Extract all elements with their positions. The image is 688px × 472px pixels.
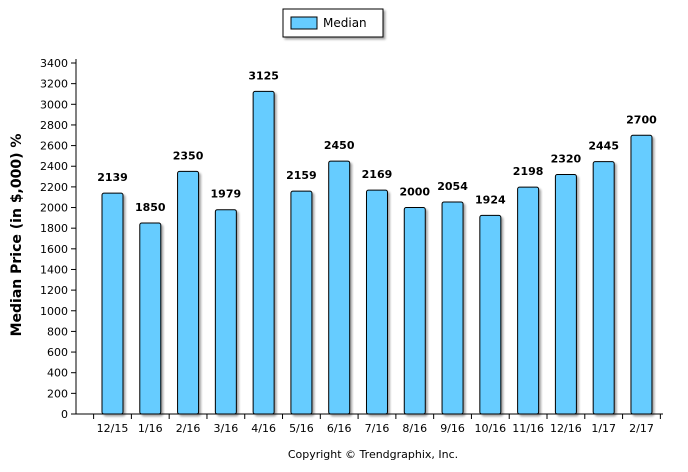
bar-3/16: [214, 209, 237, 415]
data-label: 1850: [135, 201, 166, 214]
y-tick-label: 0: [61, 408, 68, 421]
y-tick-label: 3400: [40, 57, 68, 70]
y-tick-label: 1600: [40, 243, 68, 256]
y-tick-label: 600: [47, 346, 68, 359]
copyright-text: Copyright © Trendgraphix, Inc.: [288, 448, 458, 461]
bar-1/16: [139, 222, 162, 415]
y-ticks: 0 200 400 600 800 1000 1200 1400 1600 1800 2000 220…: [40, 57, 76, 421]
data-label: 2700: [626, 113, 657, 126]
data-label: 2445: [588, 140, 619, 153]
y-tick-label: 2400: [40, 160, 68, 173]
data-label: 2159: [286, 169, 317, 182]
bar-12/15: [101, 192, 124, 415]
x-tick-label: 2/17: [629, 422, 654, 435]
y-tick-label: 3000: [40, 98, 68, 111]
y-tick-label: 1200: [40, 284, 68, 297]
x-tick-label: 5/16: [289, 422, 314, 435]
bar-12/16: [554, 173, 577, 415]
x-ticks: 12/15 1/16 2/16 3/16 4/16 5/16 6/16 7/16 8/16 9/1…: [93, 414, 661, 435]
x-tick-label: 3/16: [213, 422, 238, 435]
bar-6/16: [328, 160, 351, 415]
x-tick-label: 11/16: [512, 422, 544, 435]
bar-2/16: [177, 170, 200, 415]
y-tick-label: 2200: [40, 181, 68, 194]
y-tick-label: 400: [47, 367, 68, 380]
x-tick-label: 10/16: [474, 422, 506, 435]
x-tick-label: 6/16: [327, 422, 352, 435]
legend: Median: [282, 8, 384, 38]
data-label: 2350: [173, 149, 204, 162]
data-label: 2450: [324, 139, 355, 152]
y-axis-title: Median Price (in $,000) %: [9, 134, 25, 337]
y-tick-label: 200: [47, 387, 68, 400]
data-label: 2320: [551, 152, 582, 165]
data-label: 2198: [513, 165, 544, 178]
bars: [101, 90, 653, 415]
bar-2/17: [630, 134, 653, 415]
y-tick-label: 2000: [40, 202, 68, 215]
y-tick-label: 800: [47, 325, 68, 338]
x-tick-label: 2/16: [176, 422, 201, 435]
x-tick-label: 12/16: [550, 422, 582, 435]
bar-4/16: [252, 90, 275, 415]
x-tick-label: 12/15: [97, 422, 129, 435]
bar-11/16: [517, 186, 540, 415]
data-label: 2054: [437, 180, 468, 193]
x-tick-label: 4/16: [251, 422, 276, 435]
data-label: 3125: [248, 69, 279, 82]
x-tick-label: 8/16: [402, 422, 427, 435]
bar-7/16: [365, 189, 388, 415]
bar-8/16: [403, 207, 426, 415]
y-tick-label: 2800: [40, 119, 68, 132]
legend-swatch: [290, 16, 318, 30]
x-tick-label: 1/16: [138, 422, 163, 435]
bar-5/16: [290, 190, 313, 415]
x-tick-label: 9/16: [440, 422, 465, 435]
data-labels: 2139 1850 2350 1979 3125 2159 2450 2169 2000 2054…: [97, 69, 657, 214]
data-label: 2000: [399, 186, 430, 199]
y-tick-label: 1000: [40, 305, 68, 318]
y-tick-label: 3200: [40, 78, 68, 91]
x-tick-label: 1/17: [591, 422, 616, 435]
bar-10/16: [479, 214, 502, 415]
data-label: 1924: [475, 193, 506, 206]
bar-1/17: [592, 161, 615, 415]
legend-label: Median: [323, 16, 367, 30]
data-label: 1979: [211, 188, 242, 201]
data-label: 2169: [362, 168, 393, 181]
y-tick-label: 1800: [40, 222, 68, 235]
y-tick-label: 2600: [40, 140, 68, 153]
bar-9/16: [441, 201, 464, 415]
x-tick-label: 7/16: [365, 422, 390, 435]
y-tick-label: 1400: [40, 263, 68, 276]
data-label: 2139: [97, 171, 128, 184]
